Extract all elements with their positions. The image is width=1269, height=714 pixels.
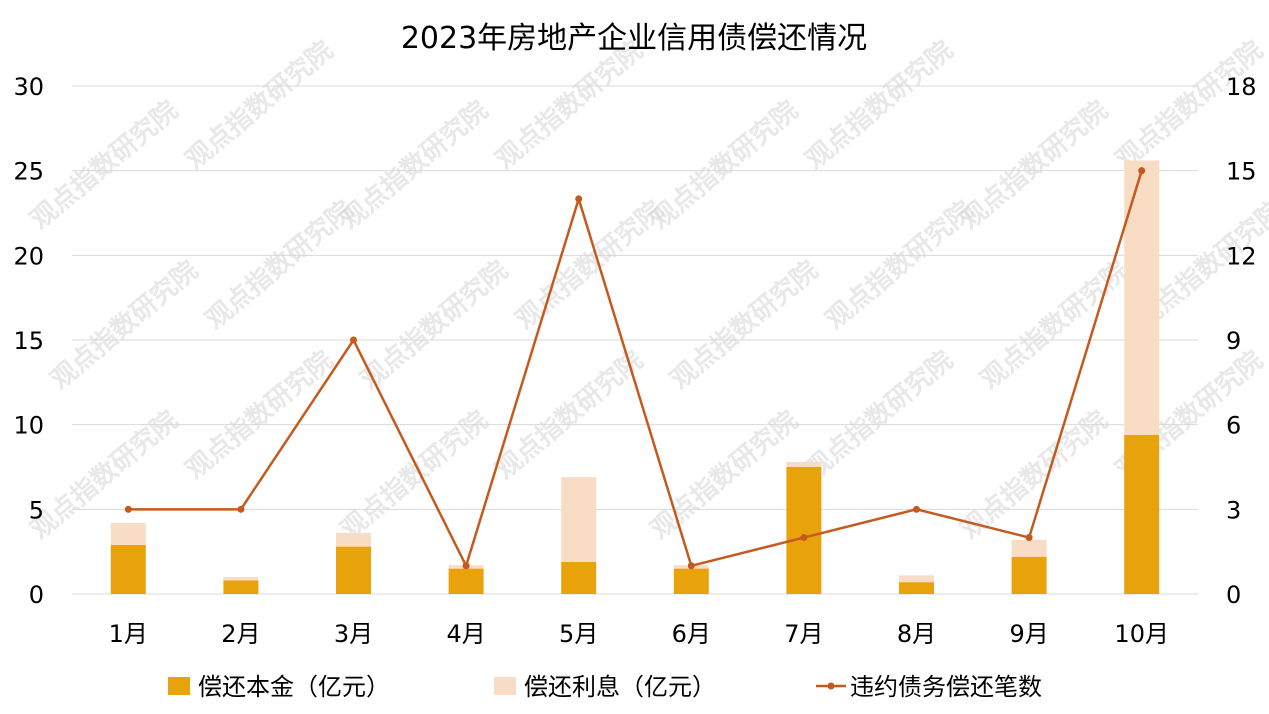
bar-interest — [1124, 160, 1160, 435]
bar-principal — [673, 568, 709, 594]
y-left-tick-label: 15 — [13, 327, 44, 355]
legend-label: 偿还利息（亿元） — [524, 673, 716, 701]
bar-interest — [110, 522, 146, 545]
chart-title: 2023年房地产企业信用债偿还情况 — [401, 21, 867, 56]
y-right-tick-label: 3 — [1226, 496, 1241, 524]
watermark-text: 观点指数研究院 — [1110, 35, 1269, 176]
watermark-text: 观点指数研究院 — [200, 195, 359, 336]
watermark-text: 观点指数研究院 — [645, 95, 804, 236]
bar-interest — [336, 533, 371, 547]
line-point — [687, 562, 695, 570]
x-tick-label: 3月 — [334, 620, 373, 648]
watermark-text: 观点指数研究院 — [180, 345, 339, 486]
y-left-tick-label: 10 — [13, 412, 44, 440]
watermark-text: 观点指数研究院 — [45, 255, 204, 396]
legend: 偿还本金（亿元） 偿还利息（亿元） 违约债务偿还笔数 — [168, 673, 1042, 701]
line-point — [237, 505, 245, 513]
watermark-text: 观点指数研究院 — [800, 345, 959, 486]
y-right-tick-label: 12 — [1226, 242, 1257, 270]
x-tick-label: 7月 — [784, 620, 823, 648]
line-default-count — [128, 170, 1143, 570]
line-point — [1138, 167, 1146, 175]
y-left-tick-label: 25 — [13, 158, 44, 186]
watermark-text: 观点指数研究院 — [955, 95, 1114, 236]
watermark-text: 观点指数研究院 — [820, 195, 979, 336]
line-series — [124, 167, 1146, 570]
bar-principal — [448, 568, 484, 594]
y-right-tick-label: 6 — [1226, 412, 1241, 440]
watermark-layer: 观点指数研究院观点指数研究院观点指数研究院观点指数研究院观点指数研究院观点指数研… — [25, 35, 1269, 546]
watermark-text: 观点指数研究院 — [355, 255, 514, 396]
axes: 0 5 10 15 20 25 30 0 3 6 9 12 15 18 1月 2月 3月 4月 5月 6月 7月 8月 9月… — [13, 73, 1256, 648]
bar-principal — [786, 467, 822, 594]
y-right-tick-label: 0 — [1226, 581, 1241, 609]
bar-interest — [223, 577, 259, 581]
legend-marker — [827, 682, 835, 690]
x-tick-label: 1月 — [109, 620, 148, 648]
line-point — [124, 505, 132, 513]
bar-principal — [899, 582, 934, 594]
watermark-text: 观点指数研究院 — [335, 405, 494, 546]
watermark-text: 观点指数研究院 — [665, 255, 824, 396]
gridlines — [72, 85, 1198, 595]
y-right-tick-label: 15 — [1226, 158, 1257, 186]
watermark-text: 观点指数研究院 — [25, 405, 184, 546]
line-point — [575, 195, 583, 203]
legend-label: 偿还本金（亿元） — [198, 673, 390, 701]
y-left-tick-label: 30 — [13, 73, 44, 101]
watermark-text: 观点指数研究院 — [180, 35, 339, 176]
bar-principal — [336, 546, 371, 594]
bar-principal — [110, 544, 146, 594]
y-right-tick-label: 9 — [1226, 327, 1241, 355]
bar-interest — [786, 461, 822, 467]
x-tick-label: 8月 — [897, 620, 936, 648]
bar-principal — [561, 561, 597, 594]
x-tick-label: 10月 — [1114, 620, 1169, 648]
bar-interest — [899, 575, 934, 583]
watermark-text: 观点指数研究院 — [25, 95, 184, 236]
line-point — [913, 505, 920, 513]
x-tick-label: 4月 — [446, 620, 485, 648]
bars — [110, 160, 1160, 594]
legend-item: 偿还利息（亿元） — [494, 673, 716, 701]
x-tick-label: 6月 — [672, 620, 711, 648]
watermark-text: 观点指数研究院 — [645, 405, 804, 546]
y-left-tick-label: 0 — [29, 581, 44, 609]
x-tick-label: 2月 — [221, 620, 260, 648]
bar-principal — [223, 580, 259, 594]
watermark-text: 观点指数研究院 — [335, 95, 494, 236]
y-left-tick-label: 5 — [29, 496, 44, 524]
bar-principal — [1124, 434, 1160, 594]
y-left-tick-label: 20 — [13, 242, 44, 270]
bar-interest — [1011, 539, 1047, 557]
line-point — [350, 336, 357, 344]
watermark-text: 观点指数研究院 — [510, 195, 669, 336]
legend-item: 违约债务偿还笔数 — [816, 673, 1042, 701]
legend-swatch — [168, 677, 190, 695]
line-point — [1025, 534, 1033, 542]
line-point — [462, 562, 470, 570]
legend-swatch — [494, 677, 516, 695]
legend-item: 偿还本金（亿元） — [168, 673, 390, 701]
legend-label: 违约债务偿还笔数 — [850, 673, 1042, 701]
y-right-tick-label: 18 — [1226, 73, 1257, 101]
bar-principal — [1011, 556, 1047, 594]
x-tick-label: 5月 — [559, 620, 598, 648]
line-point — [800, 534, 808, 542]
bar-interest — [561, 477, 597, 562]
x-tick-label: 9月 — [1009, 620, 1048, 648]
